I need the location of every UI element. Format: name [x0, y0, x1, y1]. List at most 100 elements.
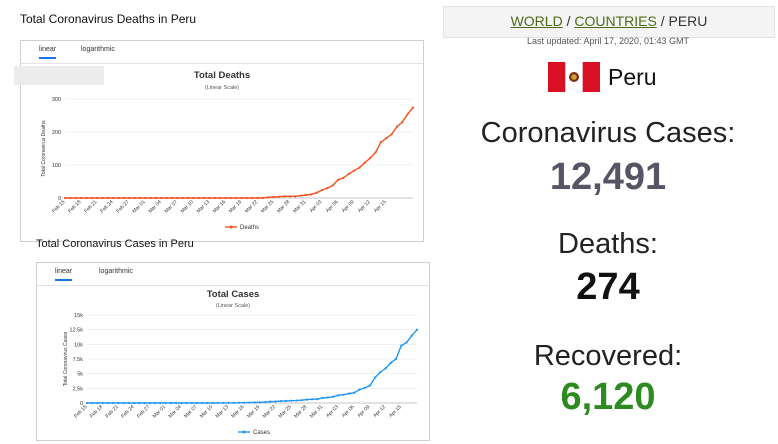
x-tick-label: Apr 06 [341, 404, 356, 419]
data-point [211, 401, 214, 405]
data-point [395, 125, 399, 128]
x-tick-label: Mar 22 [244, 199, 259, 214]
y-tick-label: 2.5k [73, 386, 84, 392]
data-point [79, 196, 83, 200]
data-point [278, 195, 281, 198]
data-point [299, 194, 302, 197]
x-tick-label: Feb 21 [105, 404, 120, 419]
breadcrumb-world-link[interactable]: WORLD [510, 13, 563, 29]
x-tick-label: Mar 07 [183, 404, 198, 419]
y-tick-label: 200 [52, 130, 61, 136]
y-axis-label: Total Coronavirus Deaths [41, 120, 47, 177]
x-tick-label: Mar 19 [246, 404, 261, 419]
data-point [405, 341, 408, 344]
data-point [127, 401, 131, 405]
data-point [222, 401, 225, 405]
data-point [311, 398, 314, 401]
y-tick-label: 12.5k [70, 328, 84, 334]
data-point [185, 401, 188, 405]
data-point [96, 196, 99, 200]
data-point [248, 401, 251, 404]
x-tick-label: Mar 25 [260, 199, 275, 214]
data-point [224, 196, 227, 200]
data-point [197, 196, 200, 200]
x-tick-label: Feb 15 [73, 404, 88, 419]
x-tick-label: Mar 13 [196, 199, 211, 214]
series-line-cases [87, 329, 418, 404]
data-point [332, 395, 335, 398]
data-point [245, 196, 249, 200]
data-point [263, 401, 267, 404]
data-point [290, 399, 293, 402]
data-point [138, 196, 142, 200]
data-point [305, 398, 309, 401]
tab-logarithmic[interactable]: logarithmic [81, 46, 115, 53]
data-point [321, 396, 324, 400]
cases-label: Coronavirus Cases: [480, 117, 736, 149]
data-point [74, 196, 77, 200]
cases-line-chart: 0 2.5k 5k 7.5k 10k 12.5k 15k Total Coronavirus … [63, 313, 419, 436]
x-tick-label: Mar 16 [230, 404, 245, 419]
data-point [315, 191, 318, 194]
data-point [149, 196, 152, 200]
data-point [232, 401, 235, 404]
x-tick-label: Feb 27 [136, 404, 151, 419]
x-tick-label: Mar 04 [148, 199, 163, 214]
x-tick-label: Apr 09 [357, 404, 372, 419]
data-point [326, 187, 329, 190]
data-point [69, 196, 72, 200]
data-point [174, 401, 178, 405]
data-point [235, 196, 238, 200]
x-tick-label: Apr 09 [341, 199, 356, 214]
data-point [347, 172, 350, 176]
tab-linear[interactable]: linear [39, 46, 57, 59]
data-point [91, 401, 94, 405]
tab-logarithmic[interactable]: logarithmic [99, 268, 133, 275]
data-point [379, 371, 382, 374]
x-tick-label: Apr 15 [373, 199, 388, 214]
data-point [106, 401, 110, 405]
data-point [283, 195, 286, 198]
data-point [253, 401, 256, 404]
x-tick-label: Mar 31 [309, 404, 324, 419]
x-tick-label: Apr 12 [372, 404, 387, 419]
x-tick-label: Mar 13 [215, 404, 230, 419]
data-point [63, 196, 67, 200]
x-tick-label: Mar 07 [164, 199, 179, 214]
data-point [406, 113, 409, 116]
legend-label: Cases [253, 430, 270, 436]
x-tick-label: Mar 01 [131, 199, 146, 214]
data-point [216, 401, 220, 405]
cases-chart-subtitle: (Linear Scale) [215, 303, 251, 309]
data-point [154, 196, 158, 200]
data-point [374, 151, 377, 154]
breadcrumb-separator: / [562, 13, 575, 29]
series-line-deaths [65, 107, 414, 199]
data-point [101, 401, 104, 405]
x-tick-label: Mar 10 [180, 199, 195, 214]
data-point [201, 401, 204, 405]
data-point [363, 161, 366, 164]
data-point [267, 196, 270, 199]
x-tick-label: Mar 04 [167, 404, 182, 419]
data-point [122, 196, 125, 200]
data-point [401, 121, 404, 124]
x-tick-label: Apr 03 [309, 199, 324, 214]
x-tick-label: Mar 16 [212, 199, 227, 214]
data-point [112, 196, 115, 200]
deaths-chart-title: Total Deaths [193, 70, 251, 81]
data-point [208, 196, 211, 200]
data-point [85, 401, 89, 405]
data-point [342, 176, 345, 179]
data-point [122, 401, 125, 405]
y-tick-label: 0 [80, 401, 83, 407]
data-point [410, 334, 413, 337]
deaths-label: Deaths: [558, 228, 658, 260]
y-tick-label: 300 [52, 97, 61, 103]
data-point [219, 196, 222, 200]
breadcrumb-countries-link[interactable]: COUNTRIES [574, 13, 657, 29]
tab-linear[interactable]: linear [55, 268, 73, 281]
data-point [415, 328, 419, 331]
x-tick-label: Mar 25 [277, 404, 292, 419]
data-point [203, 196, 206, 200]
